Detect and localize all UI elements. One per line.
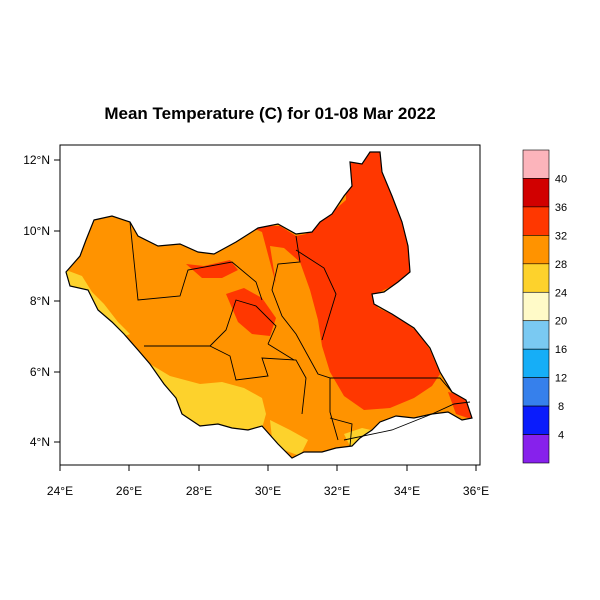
colorbar-label: 40	[555, 173, 567, 185]
colorbar-swatch	[522, 206, 550, 236]
zone-32-36-central	[226, 288, 276, 336]
zone-24-28-southwest	[150, 364, 266, 430]
boundary-line	[209, 345, 307, 415]
boundary-line	[271, 235, 339, 441]
colorbar-label: 32	[555, 230, 567, 242]
x-tick-label: 24°E	[47, 484, 73, 498]
zone-24-28-west	[66, 270, 130, 338]
x-tick-label: 30°E	[255, 484, 281, 498]
colorbar-swatch	[522, 178, 550, 208]
colorbar-label: 8	[558, 401, 564, 413]
colorbar-label: 4	[558, 430, 564, 442]
zone-32-36-east	[248, 152, 440, 410]
boundary-line	[330, 377, 453, 393]
y-tick-label: 8°N	[30, 294, 50, 308]
y-tick-label: 10°N	[23, 224, 50, 238]
x-tick-label: 34°E	[394, 484, 420, 498]
x-tick-label: 36°E	[463, 484, 489, 498]
y-tick-label: 4°N	[30, 435, 50, 449]
x-axis	[59, 465, 477, 471]
boundary-line	[129, 221, 263, 301]
colorbar-swatch	[522, 235, 550, 265]
colorbar-label: 12	[555, 373, 567, 385]
plot-frame	[59, 144, 481, 466]
colorbar-swatch	[522, 263, 550, 293]
boundary-line	[267, 343, 295, 361]
colorbar: 40 36 32 28 24 20 16 12 8 4	[522, 149, 567, 464]
colorbar-swatch	[522, 320, 550, 350]
colorbar-label: 28	[555, 259, 567, 271]
colorbar-swatch	[522, 377, 550, 407]
colorbar-label: 20	[555, 316, 567, 328]
colorbar-swatch	[522, 405, 550, 435]
boundary-line	[295, 249, 337, 341]
zone-24-28-south	[270, 420, 308, 456]
state-boundaries	[129, 221, 471, 447]
colorbar-label: 16	[555, 344, 567, 356]
y-tick-label: 6°N	[30, 365, 50, 379]
colorbar-swatch	[522, 291, 550, 322]
boundary-line	[343, 401, 471, 441]
y-axis	[54, 159, 60, 443]
map-title: Mean Temperature (C) for 01-08 Mar 2022	[104, 104, 435, 123]
x-tick-label: 26°E	[116, 484, 142, 498]
x-tick-label: 32°E	[324, 484, 350, 498]
boundary-line	[329, 417, 353, 447]
colorbar-swatch	[522, 434, 550, 464]
y-tick-label: 12°N	[23, 153, 50, 167]
colorbar-swatch	[522, 348, 550, 378]
zone-32-36-north-patch	[186, 260, 238, 278]
x-tick-label: 28°E	[186, 484, 212, 498]
colorbar-label: 24	[555, 287, 567, 299]
colorbar-swatch	[522, 149, 550, 179]
country-outline	[65, 151, 473, 459]
colorbar-label: 36	[555, 202, 567, 214]
